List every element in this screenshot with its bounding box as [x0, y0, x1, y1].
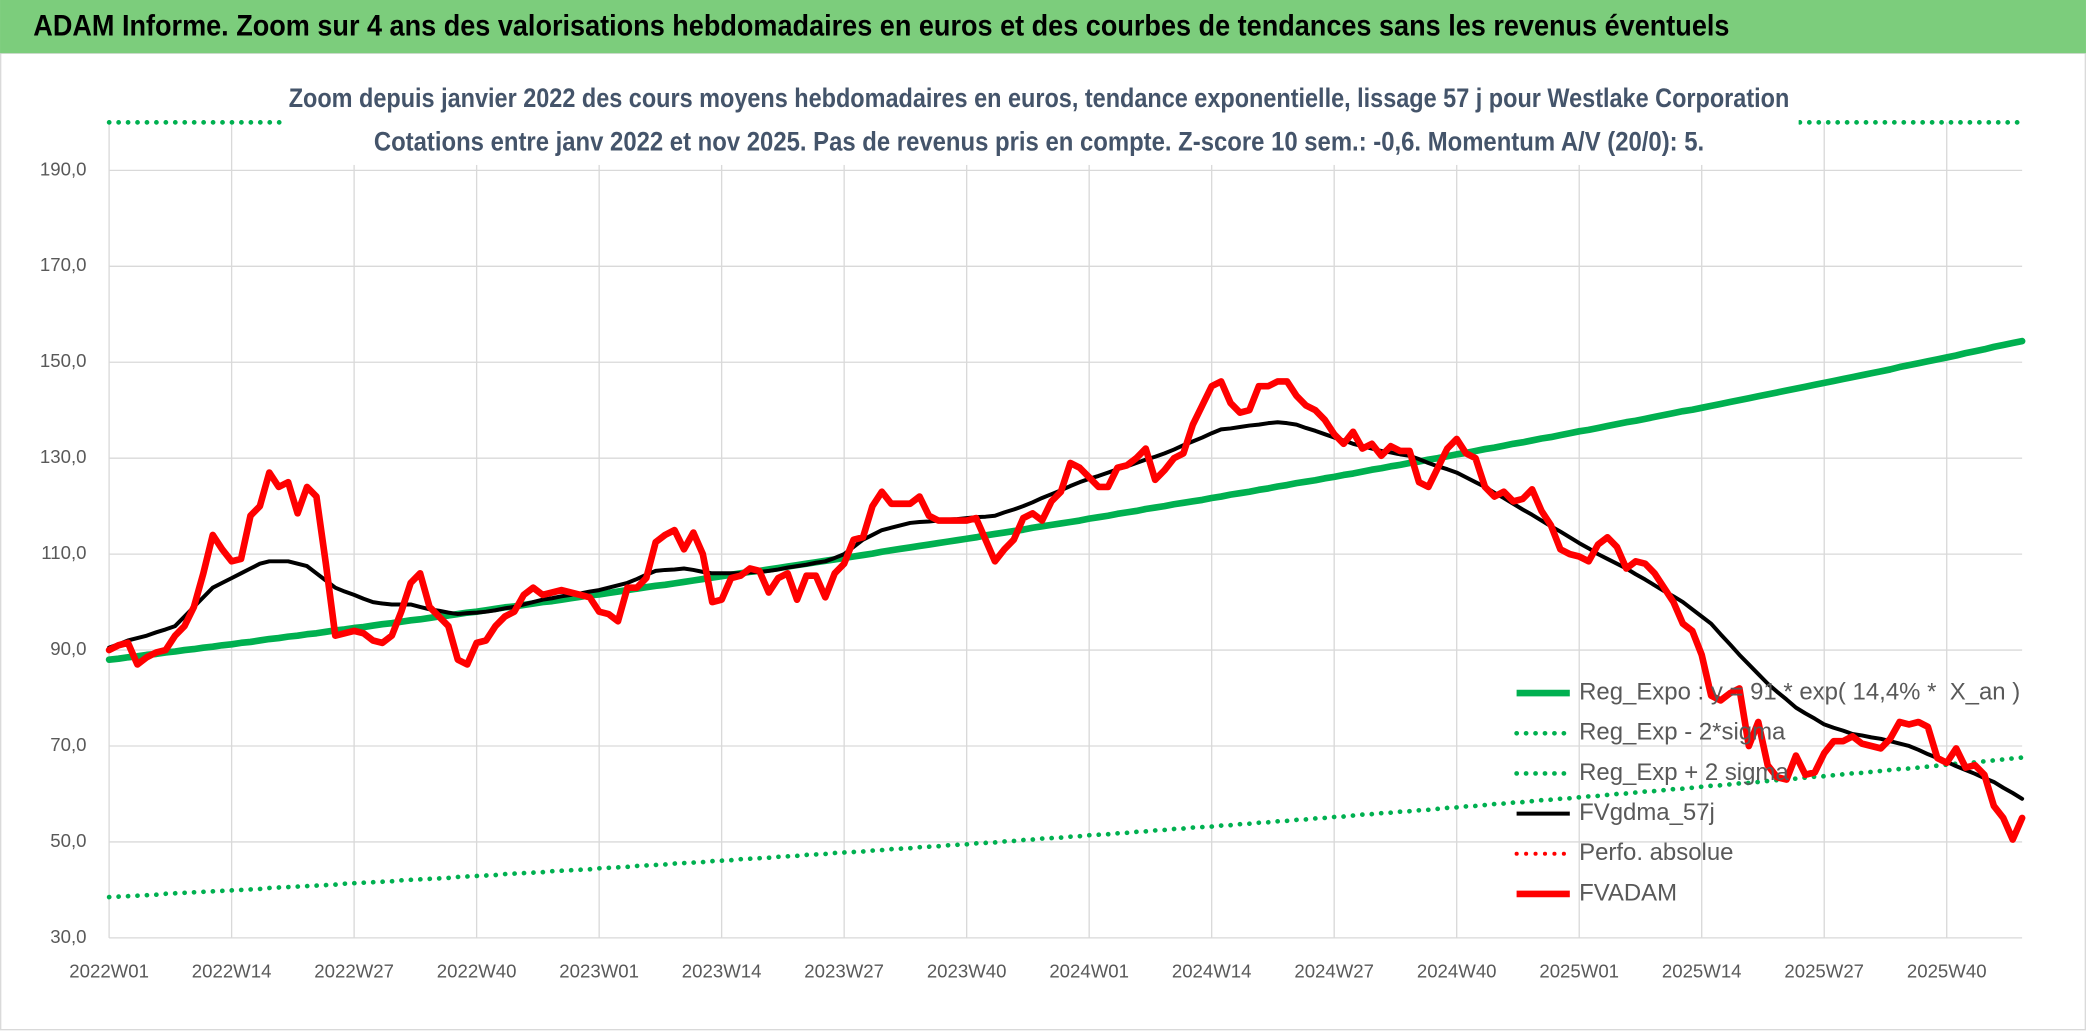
x-tick-label: 2024W27: [1294, 960, 1374, 981]
x-tick-label: 2025W14: [1662, 960, 1742, 981]
y-tick-label: 130,0: [40, 446, 87, 467]
x-tick-label: 2023W40: [927, 960, 1007, 981]
grid: 30,0 50,0 70,0 90,0 110,0 130,0 150,0 170,0 190,…: [40, 122, 2023, 981]
legend-label: Reg_Expo : y = 91 * exp( 14,4% * X_an ): [1579, 678, 2020, 705]
x-tick-label: 2022W27: [314, 960, 394, 981]
header-title: ADAM Informe. Zoom sur 4 ans des valoris…: [33, 11, 1729, 43]
chart-title: Zoom depuis janvier 2022 des cours moyen…: [289, 83, 1790, 113]
x-tick-label: 2025W01: [1539, 960, 1619, 981]
x-tick-label: 2025W27: [1784, 960, 1864, 981]
x-tick-label: 2022W40: [437, 960, 517, 981]
x-tick-label: 2023W27: [804, 960, 884, 981]
x-tick-label: 2025W40: [1907, 960, 1987, 981]
x-tick-label: 2024W40: [1417, 960, 1497, 981]
x-tick-label: 2023W14: [682, 960, 762, 981]
y-tick-label: 110,0: [41, 542, 86, 563]
x-tick-label: 2024W14: [1172, 960, 1252, 981]
title-background: [282, 77, 1799, 165]
y-tick-label: 90,0: [50, 638, 86, 659]
x-tick-label: 2023W01: [559, 960, 639, 981]
series-line: [105, 337, 2026, 663]
legend: Reg_Expo : y = 91 * exp( 14,4% * X_an ) R…: [1514, 678, 2020, 906]
header-bar: [0, 0, 2086, 54]
y-tick-label: 30,0: [50, 926, 86, 947]
legend-label: Reg_Exp - 2*sigma: [1579, 719, 1786, 746]
legend-label: FVADAM: [1579, 879, 1677, 906]
x-tick-label: 2022W14: [192, 960, 272, 981]
chart-frame: [0, 52, 2086, 1031]
x-tick-label: 2024W01: [1049, 960, 1129, 981]
y-tick-label: 50,0: [50, 830, 86, 851]
legend-label: Reg_Exp + 2 sigma: [1579, 759, 1789, 786]
legend-label: Perfo. absolue: [1579, 839, 1733, 866]
y-tick-label: 70,0: [50, 734, 86, 755]
series-line: [105, 378, 2026, 843]
x-tick-label: 2022W01: [69, 960, 149, 981]
series-line: [106, 755, 2025, 900]
y-tick-label: 190,0: [40, 158, 87, 179]
y-tick-label: 150,0: [40, 350, 87, 371]
y-tick-label: 170,0: [40, 254, 87, 275]
chart-subtitle: Cotations entre janv 2022 et nov 2025. P…: [374, 127, 1704, 157]
legend-label: FVgdma_57j: [1579, 799, 1715, 826]
